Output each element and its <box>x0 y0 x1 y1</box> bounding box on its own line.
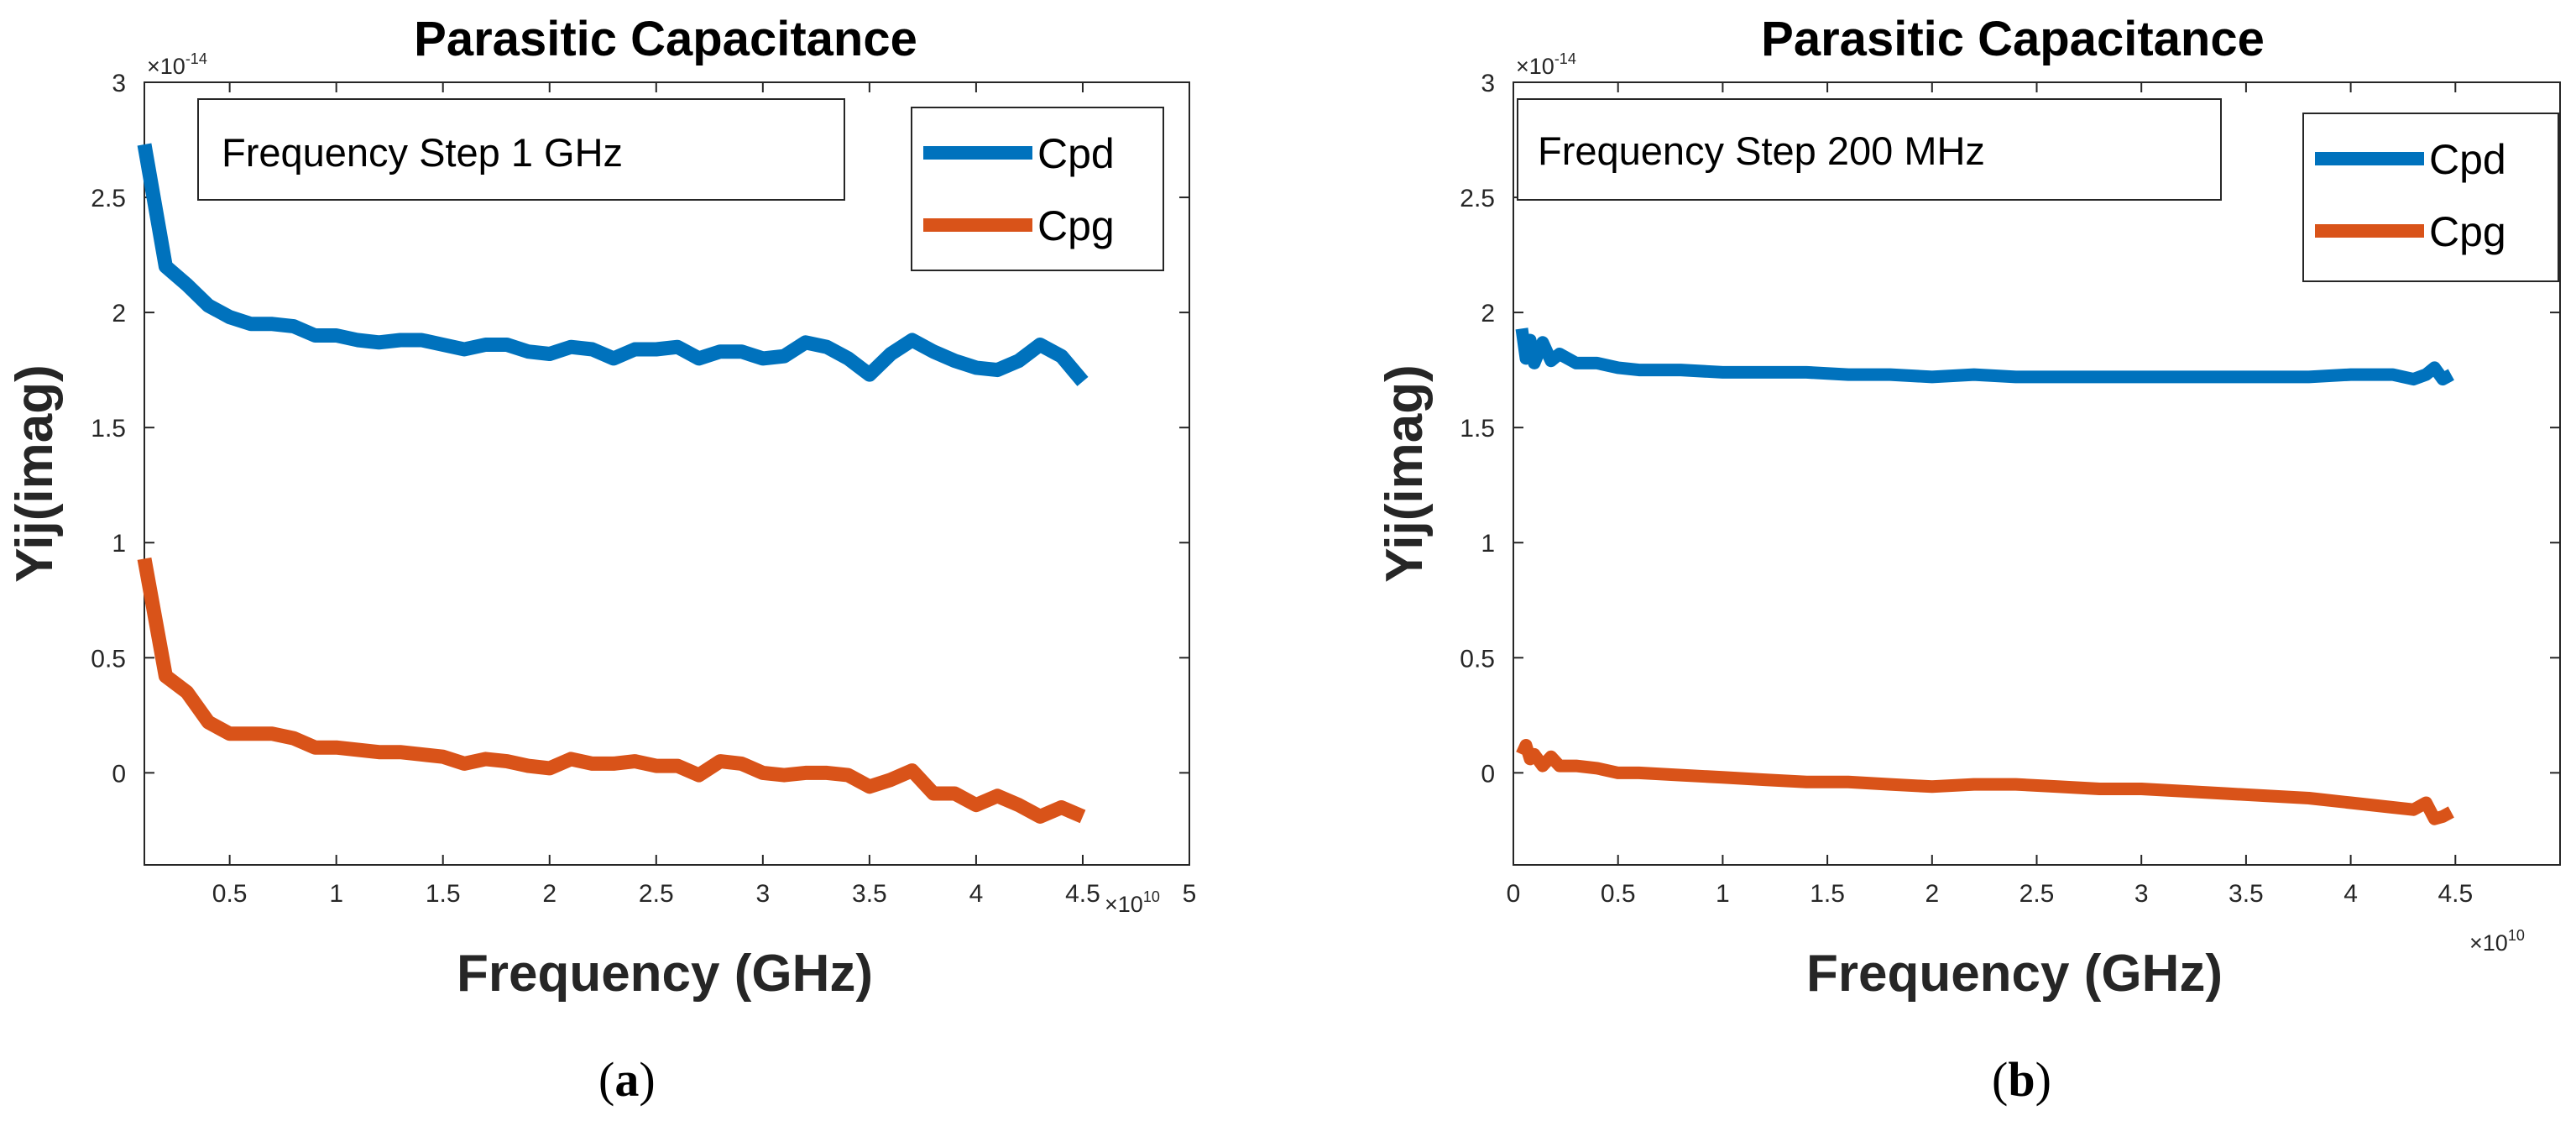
legend-label-cpd: Cpd <box>1037 130 1115 177</box>
y-tick-label: 2 <box>112 300 126 327</box>
legend-label-cpd: Cpd <box>2429 136 2506 183</box>
annotation-box <box>197 98 845 201</box>
x-tick-label: 0.5 <box>1601 880 1636 908</box>
y-tick-label: 0 <box>112 760 126 788</box>
y-tick-label: 1 <box>112 530 126 558</box>
y-tick-label: 3 <box>1481 70 1495 97</box>
x-tick-label: 1.5 <box>426 880 461 908</box>
chart-title: Parasitic Capacitance <box>1761 12 2265 66</box>
y-tick-label: 0 <box>1481 760 1495 788</box>
x-tick-label: 2 <box>1925 880 1939 908</box>
y-tick-label: 2.5 <box>1460 185 1495 212</box>
x-axis-label: Frequency (GHz) <box>457 945 873 1003</box>
x-tick-label: 1 <box>329 880 343 908</box>
panel-a: 0.5 1 1.5 2 2.5 3 3.5 4 4.5 5 0 0.5 1 1.5 2 2.5 3 Parasit… <box>6 12 1196 1107</box>
x-tick-label: 2.5 <box>2020 880 2055 908</box>
annotation-text: Frequency Step 1 GHz <box>222 130 623 175</box>
x-tick-label: 3.5 <box>2229 880 2264 908</box>
y-axis-label: Yij(imag) <box>6 364 64 583</box>
y-tick-label: 0.5 <box>1460 645 1495 673</box>
y-tick-label: 1.5 <box>1460 415 1495 443</box>
x-tick-label: 4.5 <box>1065 880 1100 908</box>
y-tick-label: 2 <box>1481 300 1495 327</box>
y-tick-label: 1 <box>1481 530 1495 558</box>
x-tick-label: 3 <box>2134 880 2149 908</box>
series-line-cpg <box>137 557 1086 824</box>
panel-b: 0 0.5 1 1.5 2 2.5 3 3.5 4 4.5 0 0.5 1 1.5 2 2.5 3 Parasit… <box>1376 12 2561 1107</box>
y-tick-label: 0.5 <box>91 645 126 673</box>
y-tick-label: 3 <box>112 70 126 97</box>
legend-label-cpg: Cpg <box>2429 208 2506 255</box>
x-tick-label: 0 <box>1507 880 1521 908</box>
x-tick-label: 1.5 <box>1810 880 1845 908</box>
x-tick-label: 4 <box>2343 880 2358 908</box>
x-tick-label: 0.5 <box>212 880 248 908</box>
series-line-cpg <box>1516 739 2454 825</box>
panel-sublabel: (b) <box>1992 1052 2051 1107</box>
annotation-text: Frequency Step 200 MHz <box>1538 128 1985 173</box>
legend-label-cpg: Cpg <box>1037 202 1115 249</box>
y-tick-label: 1.5 <box>91 415 126 443</box>
panel-sublabel: (a) <box>598 1052 656 1107</box>
x-tick-label: 4 <box>969 880 984 908</box>
x-tick-label: 3 <box>755 880 770 908</box>
annotation-box <box>1517 98 2222 201</box>
series-line-cpd <box>1515 327 2454 386</box>
x-tick-label: 5 <box>1183 880 1197 908</box>
series-line-cpd <box>137 143 1089 386</box>
x-tick-label: 4.5 <box>2438 880 2473 908</box>
y-tick-label: 2.5 <box>91 185 126 212</box>
x-tick-label: 3.5 <box>852 880 887 908</box>
x-tick-label: 2 <box>542 880 556 908</box>
y-axis-multiplier: ×10-14 <box>147 50 207 79</box>
legend-box <box>911 107 1164 271</box>
x-axis-multiplier: ×1010 <box>1105 888 1160 917</box>
chart-title: Parasitic Capacitance <box>414 12 917 66</box>
x-axis-multiplier: ×1010 <box>2469 927 2525 956</box>
x-tick-label: 1 <box>1716 880 1730 908</box>
x-tick-label: 2.5 <box>639 880 674 908</box>
legend-box <box>2302 113 2559 282</box>
y-axis-multiplier: ×10-14 <box>1516 50 1576 79</box>
y-axis-label: Yij(imag) <box>1376 364 1434 583</box>
x-axis-label: Frequency (GHz) <box>1806 945 2223 1003</box>
